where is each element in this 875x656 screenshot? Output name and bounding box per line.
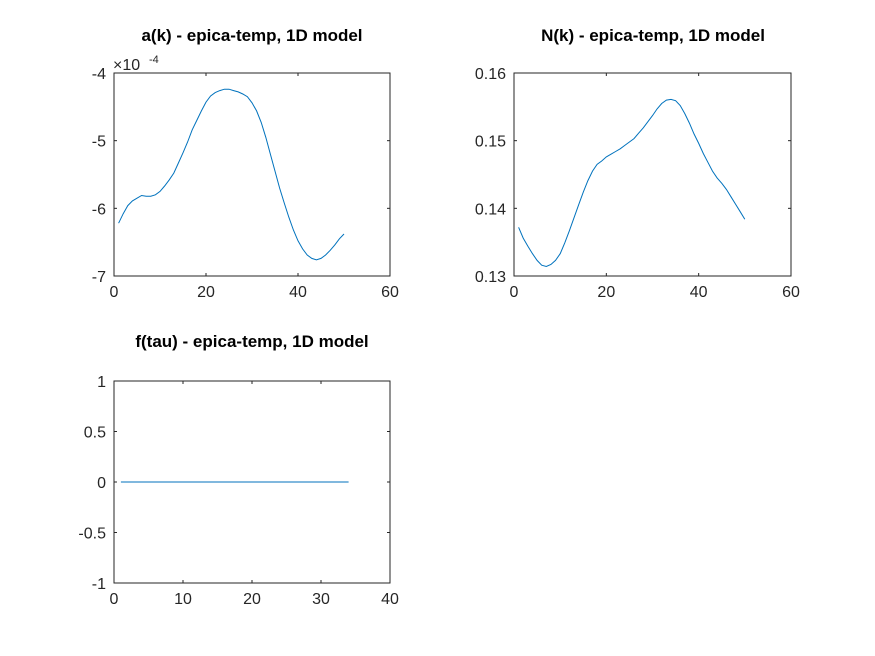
subplot-ak-ytick-label: -5 xyxy=(92,134,106,151)
subplot-Nk-axes xyxy=(513,72,792,277)
subplot-ak-tick-labels: 0 20 40 60 -7 -6 -5 -4 xyxy=(92,66,399,301)
subplot-ftau-ytick-label: 0 xyxy=(97,475,106,492)
subplot-Nk-ytick-label: 0.14 xyxy=(475,201,506,218)
subplot-ak-xtick-label: 0 xyxy=(110,284,119,301)
subplot-ak-title: a(k) - epica-temp, 1D model xyxy=(141,26,362,45)
subplot-Nk-ytick-label: 0.13 xyxy=(475,269,506,286)
subplot-Nk-series-line xyxy=(518,98,746,268)
subplot-Nk-tick-labels: 0 20 40 60 0.13 0.14 0.15 0.16 xyxy=(475,66,800,301)
subplot-ftau-ticks xyxy=(113,380,391,584)
subplot-Nk: N(k) - epica-temp, 1D model 0 20 40 600.130… xyxy=(475,26,800,301)
subplot-ak-ytick-label: -7 xyxy=(92,269,106,286)
subplot-ak-exponent-label: ×10 -4 xyxy=(113,54,159,74)
subplot-ak-ticks xyxy=(113,72,391,277)
subplot-Nk-ytick-label: 0.15 xyxy=(475,134,506,151)
subplot-ftau: f(tau) - epica-temp, 1D model 0 10 20 30 40-… xyxy=(78,332,399,608)
subplot-ak-exponent-power: -4 xyxy=(149,54,159,66)
subplot-ak-ytick-label: -6 xyxy=(92,201,106,218)
subplot-ftau-xtick-label: 10 xyxy=(174,591,192,608)
subplot-ak-axes xyxy=(113,72,391,277)
subplot-ak-xtick-label: 20 xyxy=(197,284,215,301)
subplot-ftau-xtick-label: 20 xyxy=(243,591,261,608)
subplot-ftau-ytick-label: -1 xyxy=(92,576,106,593)
subplot-ak: a(k) - epica-temp, 1D model ×10 -4 0 20 40… xyxy=(92,26,399,301)
subplot-Nk-xtick-label: 0 xyxy=(510,284,519,301)
subplot-ftau-xtick-label: 30 xyxy=(312,591,330,608)
subplot-ftau-xtick-label: 0 xyxy=(110,591,119,608)
subplot-ak-xtick-label: 60 xyxy=(381,284,399,301)
subplot-ftau-ytick-label: 0.5 xyxy=(84,425,106,442)
subplot-ftau-title: f(tau) - epica-temp, 1D model xyxy=(135,332,368,351)
subplot-ftau-xtick-label: 40 xyxy=(381,591,399,608)
subplot-ak-exponent-base: ×10 xyxy=(113,57,140,74)
subplot-ftau-ytick-label: -0.5 xyxy=(78,526,106,543)
subplot-Nk-title: N(k) - epica-temp, 1D model xyxy=(541,26,765,45)
subplot-ak-xtick-label: 40 xyxy=(289,284,307,301)
subplot-Nk-ytick-label: 0.16 xyxy=(475,66,506,83)
subplot-Nk-xtick-label: 60 xyxy=(782,284,800,301)
subplot-ftau-ytick-label: 1 xyxy=(97,374,106,391)
subplot-ak-series-line xyxy=(118,88,345,261)
subplot-ak-ytick-label: -4 xyxy=(92,66,106,83)
subplot-Nk-xtick-label: 20 xyxy=(597,284,615,301)
subplot-Nk-xtick-label: 40 xyxy=(690,284,708,301)
subplot-Nk-ticks xyxy=(513,72,792,277)
subplot-ftau-tick-labels: 0 10 20 30 40 -1 -0.5 0 0.5 1 xyxy=(78,374,399,608)
